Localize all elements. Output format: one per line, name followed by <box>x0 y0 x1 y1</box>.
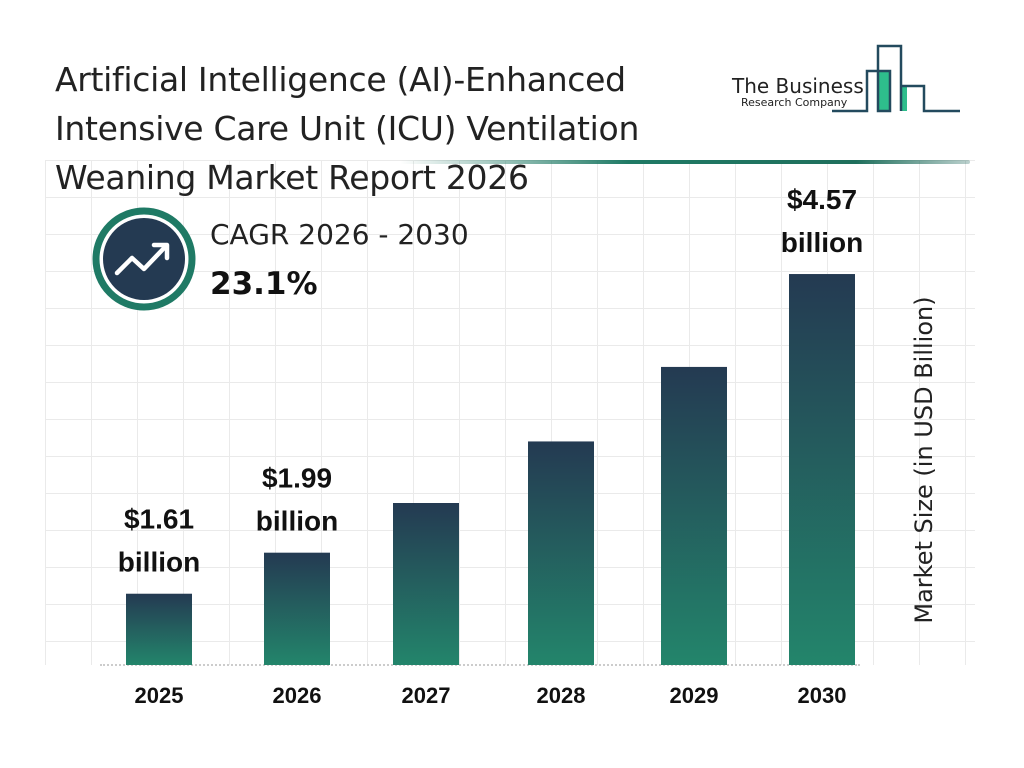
data-label-unit: billion <box>781 227 863 258</box>
data-label-unit: billion <box>118 547 200 578</box>
x-axis-baseline <box>100 664 860 666</box>
data-label-value: $1.61 <box>124 504 194 535</box>
x-tick-label: 2025 <box>135 683 184 708</box>
title-line-1: Artificial Intelligence (AI)-Enhanced <box>55 60 626 99</box>
trending-up-icon <box>92 207 196 311</box>
data-label-unit: billion <box>256 506 338 537</box>
x-tick-label: 2028 <box>537 683 586 708</box>
x-tick-label: 2026 <box>273 683 322 708</box>
logo-text-2: Research Company <box>741 96 848 109</box>
bar-2028 <box>528 441 594 665</box>
bar-2025 <box>126 593 192 665</box>
bar-2026 <box>264 552 330 665</box>
logo-buildings-icon <box>832 44 960 113</box>
title-line-3: Weaning Market Report 2026 <box>55 158 529 197</box>
data-label-value: $4.57 <box>787 184 857 215</box>
chart-title: Artificial Intelligence (AI)-Enhanced In… <box>55 55 639 202</box>
x-tick-label: 2027 <box>402 683 451 708</box>
cagr-label: CAGR 2026 - 2030 <box>210 218 469 251</box>
data-label-value: $1.99 <box>262 463 332 494</box>
x-tick-label: 2029 <box>670 683 719 708</box>
bar-2029 <box>661 366 727 665</box>
cagr-value: 23.1% <box>210 266 318 302</box>
bar-2027 <box>393 503 459 665</box>
x-tick-label: 2030 <box>798 683 847 708</box>
company-logo: The Business Research Company <box>720 40 970 120</box>
logo-text-1: The Business <box>732 74 864 98</box>
title-swoosh-divider <box>400 160 970 164</box>
bar-2030 <box>789 274 855 665</box>
title-line-2: Intensive Care Unit (ICU) Ventilation <box>55 109 640 148</box>
